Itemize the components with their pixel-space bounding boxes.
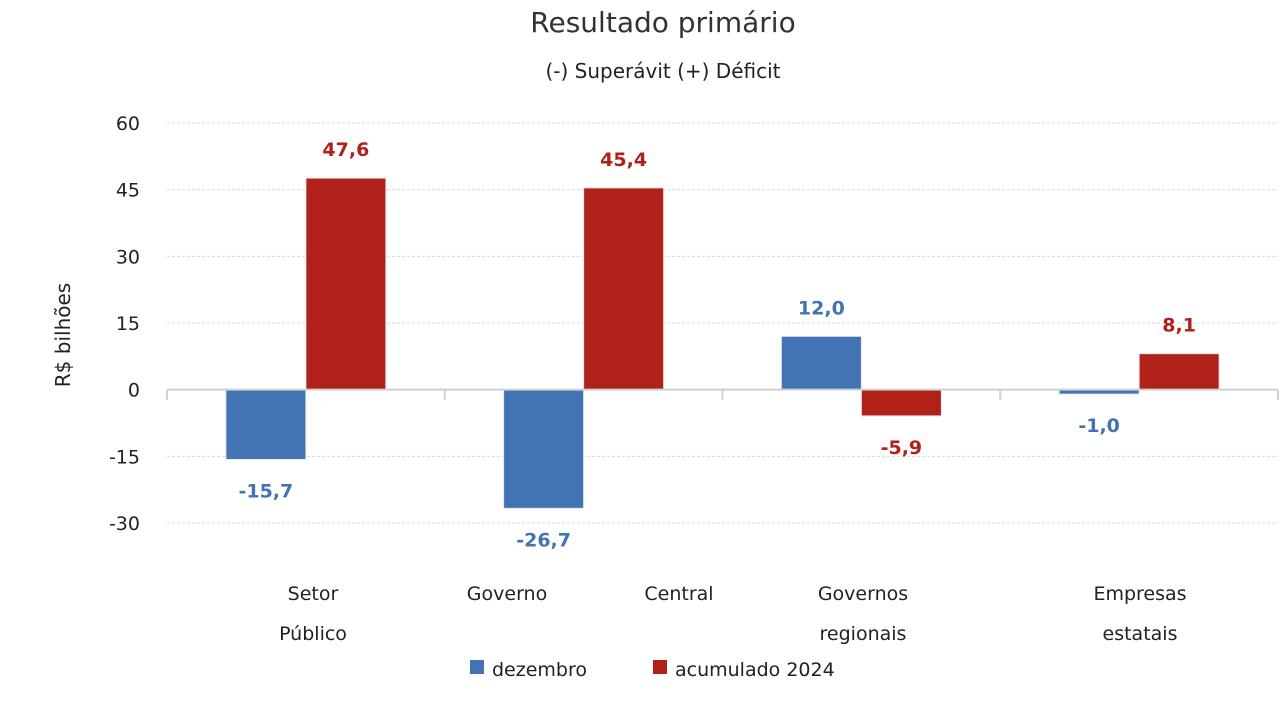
data-label: 45,4 [600, 149, 647, 171]
category-label: Central [644, 583, 713, 605]
chart-subtitle: (-) Superávit (+) Déficit [545, 59, 780, 83]
legend: dezembro acumulado 2024 [470, 659, 835, 681]
category-label: estatais [1103, 623, 1178, 645]
data-label: -5,9 [881, 437, 923, 459]
data-label: -1,0 [1078, 415, 1120, 437]
y-tick-label: 45 [116, 180, 140, 202]
y-tick-label: 60 [116, 113, 140, 135]
category-label: Público [279, 623, 347, 645]
legend-swatch-acumulado [653, 660, 667, 674]
bar-acumulado [305, 177, 387, 391]
bars [225, 177, 1220, 509]
y-axis-label: R$ bilhões [51, 283, 75, 387]
legend-swatch-dezembro [470, 660, 484, 674]
y-tick-label: -30 [109, 513, 140, 535]
bar-acumulado [583, 187, 665, 391]
y-tick-label: 0 [128, 380, 140, 402]
y-axis-ticks: 60 45 30 15 0 -15 -30 [109, 113, 140, 535]
chart-title: Resultado primário [530, 6, 795, 39]
category-labels: Setor Público Governo Central Governos region… [279, 583, 1186, 645]
bar-acumulado [1138, 353, 1220, 391]
legend-label: acumulado 2024 [675, 659, 835, 681]
data-label: 47,6 [322, 139, 369, 161]
data-labels: -15,7 47,6 -26,7 45,4 12,0 -5,9 -1,0 8,1 [238, 139, 1195, 551]
category-label: regionais [820, 623, 907, 645]
data-label: 12,0 [798, 297, 845, 319]
y-tick-label: 15 [116, 313, 140, 335]
x-axis [166, 388, 1279, 400]
category-label: Governos [818, 583, 908, 605]
bar-dezembro [503, 389, 585, 509]
bar-dezembro [225, 389, 307, 460]
bar-acumulado [860, 389, 942, 417]
legend-label: dezembro [492, 659, 587, 681]
y-tick-label: 30 [116, 246, 140, 268]
data-label: -15,7 [238, 480, 293, 502]
data-label: 8,1 [1162, 315, 1196, 337]
category-label: Setor [288, 583, 339, 605]
category-label: Governo [467, 583, 547, 605]
bar-dezembro [780, 335, 862, 391]
data-label: -26,7 [516, 529, 571, 551]
y-tick-label: -15 [109, 446, 140, 468]
category-label: Empresas [1093, 583, 1186, 605]
